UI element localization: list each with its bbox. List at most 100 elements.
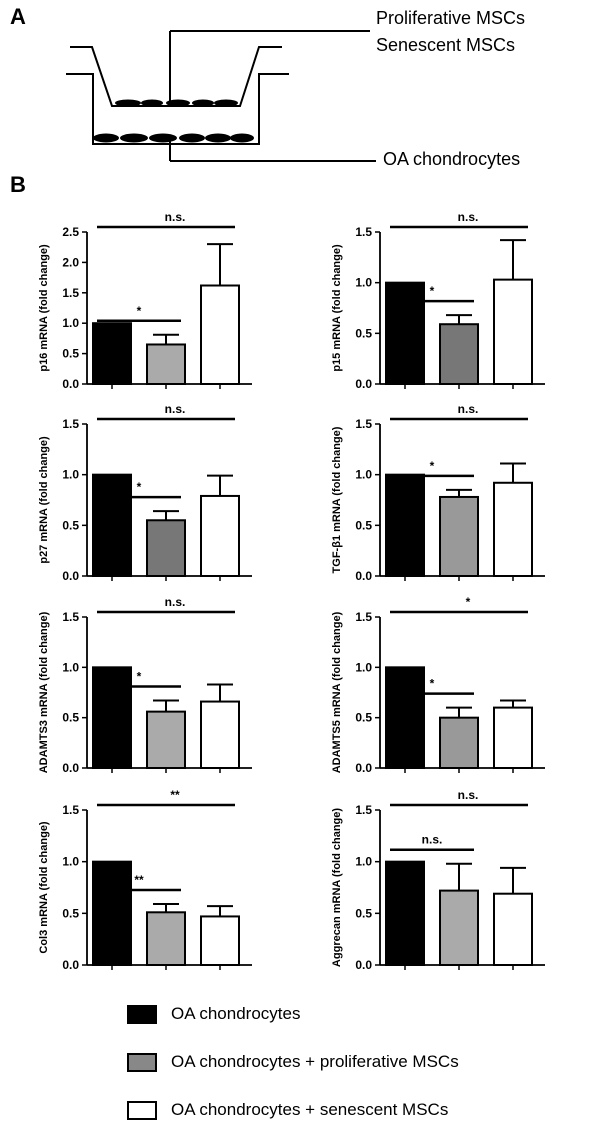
bar-3	[200, 284, 240, 385]
sig-label-short: n.s.	[422, 833, 443, 847]
sig-label-long: n.s.	[165, 210, 186, 224]
y-tick-label: 2.5	[62, 225, 79, 239]
y-tick-label: 0.5	[62, 518, 79, 532]
y-tick-label: 0.5	[62, 711, 79, 725]
y-tick-label: 0.0	[355, 569, 372, 583]
bar-2	[146, 911, 186, 966]
sig-label-long: n.s.	[165, 402, 186, 416]
sig-label-long: n.s.	[458, 788, 479, 802]
chart-panel-4: 0.0 0.5 1.0 1.5 TGF-β1 mRNA (fold change) n.s…	[331, 402, 545, 583]
sig-label-short: *	[137, 304, 142, 318]
y-tick-label: 1.5	[62, 417, 79, 431]
y-axis-label: Aggrecan mRNA (fold change)	[331, 808, 343, 967]
bar-2	[146, 710, 186, 769]
sig-label-short: *	[137, 480, 142, 494]
bar-3	[493, 278, 533, 386]
legend-swatch-black	[127, 1004, 157, 1024]
bar-1	[385, 281, 425, 385]
sig-label-long: n.s.	[458, 402, 479, 416]
msc-cells	[115, 99, 238, 107]
y-tick-label: 1.5	[62, 610, 79, 624]
y-tick-label: 1.5	[355, 803, 372, 817]
well-outline	[66, 73, 289, 145]
bar-1	[92, 860, 132, 967]
bar-3	[200, 494, 240, 577]
sig-label-short: *	[430, 459, 435, 473]
y-tick-label: 0.5	[62, 347, 79, 361]
label-oa-chondrocytes: OA chondrocytes	[383, 149, 521, 169]
chart-panel-8: 0.0 0.5 1.0 1.5 Aggrecan mRNA (fold change) n…	[331, 788, 545, 972]
y-tick-label: 0.0	[62, 569, 79, 583]
y-tick-label: 1.0	[62, 468, 79, 482]
y-tick-label: 1.0	[355, 468, 372, 482]
panel-letter-b: B	[10, 172, 26, 197]
chart-panel-1: 0.0 0.5 1.0 1.5 2.0 2.5 p16 mRNA (fold change)…	[38, 210, 252, 391]
y-axis-label: TGF-β1 mRNA (fold change)	[331, 426, 343, 573]
bar-3	[493, 481, 533, 578]
y-tick-label: 1.5	[355, 417, 372, 431]
y-tick-label: 1.0	[355, 276, 372, 290]
legend-swatch-gray	[127, 1052, 157, 1072]
chart-panel-3: 0.0 0.5 1.0 1.5 p27 mRNA (fold change) n.s. *	[38, 402, 252, 583]
bar-2	[146, 343, 186, 386]
legend-label: OA chondrocytes + proliferative MSCs	[171, 1052, 459, 1071]
chart-panel-6: 0.0 0.5 1.0 1.5 ADAMTS5 mRNA (fold change) * *	[331, 595, 545, 775]
sig-label-short: *	[430, 677, 435, 691]
y-axis-label: ADAMTS5 mRNA (fold change)	[331, 611, 343, 773]
panel-letter-a: A	[10, 4, 26, 29]
legend-item-oa: OA chondrocytes	[127, 1002, 300, 1026]
chondrocyte-cells	[93, 133, 254, 143]
sig-label-long: **	[170, 788, 180, 802]
y-tick-label: 1.5	[62, 286, 79, 300]
y-tick-label: 1.0	[355, 660, 372, 674]
chart-panel-2: 0.0 0.5 1.0 1.5 p15 mRNA (fold change) n.s. *	[331, 210, 545, 391]
y-tick-label: 0.5	[355, 906, 372, 920]
bar-1	[385, 666, 425, 769]
legend-item-proliferative: OA chondrocytes + proliferative MSCs	[127, 1050, 459, 1074]
bar-3	[493, 892, 533, 967]
y-tick-label: 1.0	[62, 855, 79, 869]
y-tick-label: 0.0	[62, 958, 79, 972]
bar-1	[92, 322, 132, 386]
y-tick-label: 1.5	[355, 610, 372, 624]
y-tick-label: 1.0	[62, 316, 79, 330]
bar-2	[146, 519, 186, 577]
legend-label: OA chondrocytes	[171, 1004, 301, 1023]
bar-2	[439, 889, 479, 966]
sig-label-short: *	[137, 670, 142, 684]
y-axis-label: p16 mRNA (fold change)	[38, 244, 50, 372]
bar-1	[385, 473, 425, 577]
y-axis-label: Col3 mRNA (fold change)	[38, 821, 50, 954]
sig-label-short: **	[134, 873, 144, 887]
y-axis-label: ADAMTS3 mRNA (fold change)	[38, 611, 50, 773]
y-tick-label: 2.0	[62, 255, 79, 269]
y-axis-label: p27 mRNA (fold change)	[38, 436, 50, 564]
bar-2	[439, 495, 479, 577]
sig-label-short: *	[430, 284, 435, 298]
sig-label-long: n.s.	[165, 595, 186, 609]
bar-2	[439, 323, 479, 386]
bar-3	[200, 700, 240, 769]
y-tick-label: 0.5	[62, 906, 79, 920]
legend-swatch-white	[127, 1100, 157, 1120]
y-tick-label: 0.5	[355, 518, 372, 532]
bar-1	[385, 860, 425, 967]
bar-2	[439, 716, 479, 770]
bar-1	[92, 666, 132, 769]
y-axis-label: p15 mRNA (fold change)	[331, 244, 343, 372]
y-tick-label: 0.0	[355, 958, 372, 972]
chart-panel-5: 0.0 0.5 1.0 1.5 ADAMTS3 mRNA (fold change) n.…	[38, 595, 252, 775]
y-tick-label: 1.0	[355, 855, 372, 869]
transwell-schematic	[66, 30, 376, 162]
y-tick-label: 1.5	[62, 803, 79, 817]
y-tick-label: 1.0	[62, 660, 79, 674]
legend-item-senescent: OA chondrocytes + senescent MSCs	[127, 1098, 448, 1122]
y-tick-label: 0.5	[355, 711, 372, 725]
sig-label-long: *	[466, 595, 471, 609]
y-tick-label: 0.0	[62, 377, 79, 391]
legend-label: OA chondrocytes + senescent MSCs	[171, 1100, 449, 1119]
bar-3	[200, 915, 240, 967]
chart-panel-7: 0.0 0.5 1.0 1.5 Col3 mRNA (fold change) ** **	[38, 788, 252, 972]
y-tick-label: 0.0	[62, 761, 79, 775]
